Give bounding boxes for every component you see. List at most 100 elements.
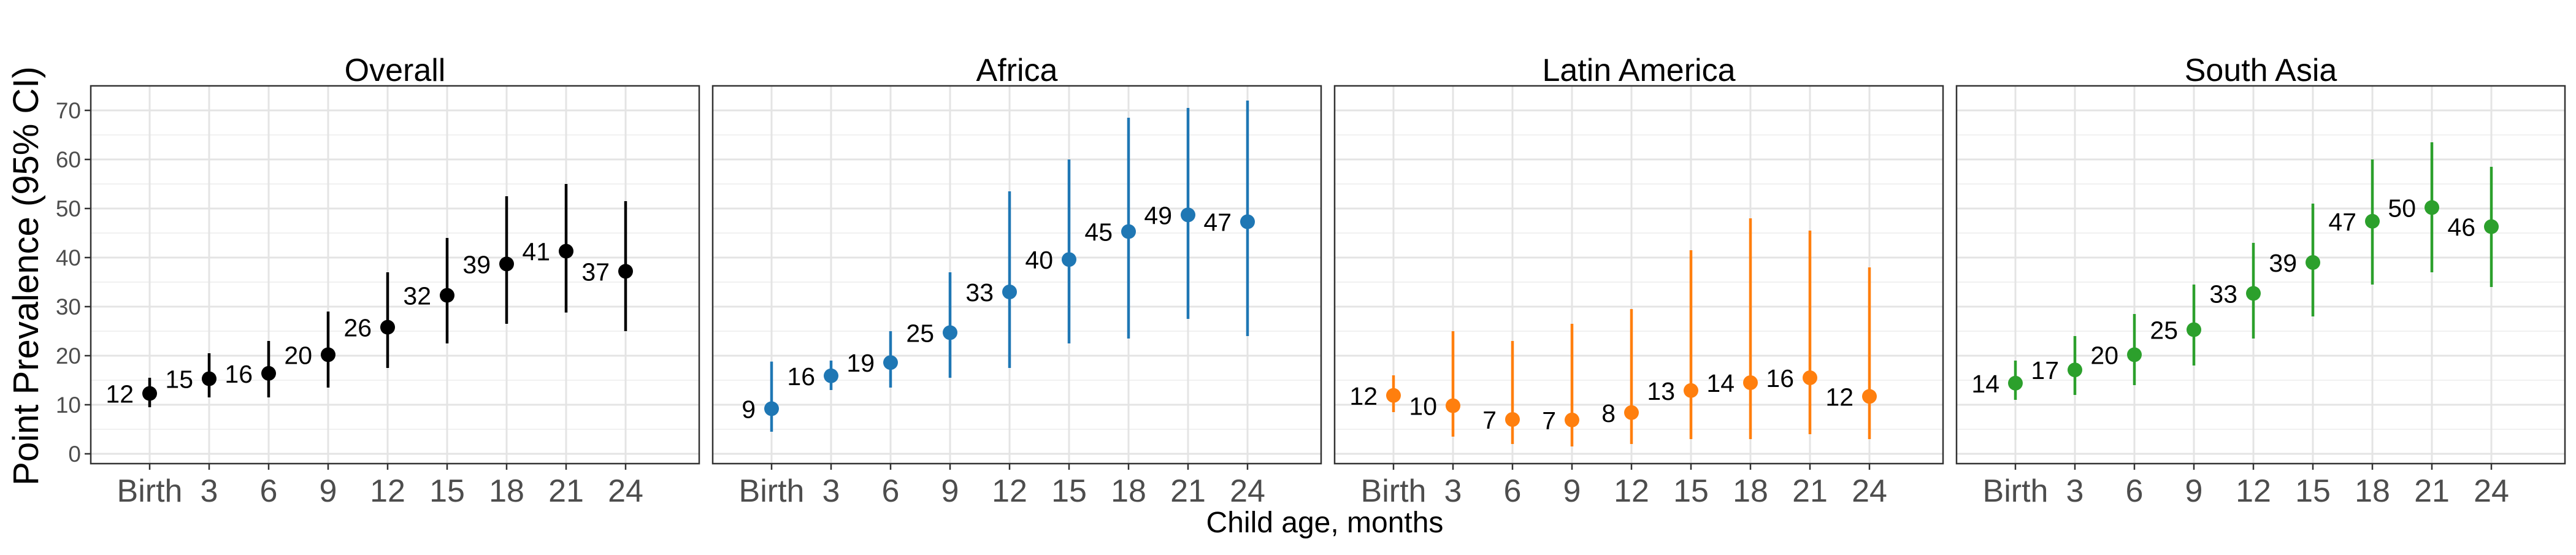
data-label: 19 xyxy=(846,349,875,377)
x-tick-label: 12 xyxy=(992,473,1027,509)
data-point xyxy=(1121,224,1136,239)
data-point xyxy=(1446,398,1460,413)
panel-background xyxy=(91,86,699,464)
data-label: 10 xyxy=(1409,392,1437,421)
x-tick-label: 18 xyxy=(489,473,524,509)
data-label: 20 xyxy=(2090,341,2118,369)
x-tick-label: 21 xyxy=(548,473,584,509)
data-point xyxy=(824,368,838,383)
data-point xyxy=(2187,322,2201,337)
data-point xyxy=(380,320,395,335)
data-point xyxy=(1181,207,1195,223)
x-tick-label: 6 xyxy=(882,473,900,509)
x-axis-title: Child age, months xyxy=(1206,507,1444,539)
panel-south-asia: South Asia Birth 3 6 9 12 15 18 21 24 14 17 20 25 33 39… xyxy=(1955,53,2566,509)
data-label: 45 xyxy=(1084,218,1113,247)
y-tick-label: 50 xyxy=(56,196,81,221)
data-point xyxy=(1862,389,1877,404)
y-tick-label: 20 xyxy=(56,343,81,369)
panel-background xyxy=(1335,86,1943,464)
data-label: 47 xyxy=(1203,209,1232,237)
x-tick-label: 9 xyxy=(941,473,959,509)
panel-title: Latin America xyxy=(1542,53,1735,88)
y-tick-label: 60 xyxy=(56,147,81,172)
data-point xyxy=(2246,286,2261,301)
data-point xyxy=(943,325,957,340)
y-tick-label: 10 xyxy=(56,392,81,418)
data-point xyxy=(764,401,779,416)
data-label: 13 xyxy=(1647,377,1675,405)
data-label: 20 xyxy=(284,341,312,369)
x-tick-label: 15 xyxy=(429,473,465,509)
panel-border xyxy=(1955,85,2566,465)
data-label: 37 xyxy=(581,258,610,286)
panel-border xyxy=(90,85,700,465)
x-tick-label: 6 xyxy=(2126,473,2144,509)
data-label: 33 xyxy=(965,278,994,307)
x-tick-label: 9 xyxy=(1563,473,1581,509)
data-point xyxy=(440,288,454,303)
x-tick-label: 3 xyxy=(2066,473,2084,509)
y-tick-label: 30 xyxy=(56,294,81,320)
panel-title: Africa xyxy=(976,53,1058,88)
x-tick-label: 21 xyxy=(2414,473,2450,509)
panel-title: Overall xyxy=(345,53,446,88)
data-point xyxy=(618,264,633,279)
x-tick-label: 3 xyxy=(201,473,218,509)
x-tick-label: 6 xyxy=(260,473,278,509)
data-point xyxy=(1062,252,1076,267)
data-point xyxy=(321,347,335,362)
panel-title: South Asia xyxy=(2185,53,2337,88)
y-axis-title: Point Prevalence (95% CI) xyxy=(6,66,46,485)
data-label: 39 xyxy=(2269,249,2297,277)
data-point xyxy=(2127,347,2142,362)
data-label: 16 xyxy=(224,360,253,388)
x-tick-label: Birth xyxy=(1361,473,1427,509)
panel-latin-america: Latin America Birth 3 6 9 12 15 18 21 24 12 10 7 7 8 13… xyxy=(1333,53,1944,509)
x-tick-label: 9 xyxy=(320,473,337,509)
data-label: 16 xyxy=(1766,364,1794,392)
x-tick-label: 18 xyxy=(2355,473,2390,509)
data-point xyxy=(202,371,217,386)
data-point xyxy=(2365,213,2380,229)
data-label: 12 xyxy=(1825,383,1853,411)
x-tick-label: 24 xyxy=(2474,473,2509,509)
data-label: 47 xyxy=(2328,208,2356,236)
data-label: 7 xyxy=(1482,406,1497,434)
data-label: 32 xyxy=(403,282,431,310)
panel-overall: Overall 0 10 20 30 40 50 60 70 Birth 3 6 9 12 15 18 21 24… xyxy=(56,53,700,509)
data-label: 26 xyxy=(343,314,372,342)
x-tick-label: 24 xyxy=(1230,473,1265,509)
data-point xyxy=(2306,255,2320,270)
data-label: 25 xyxy=(906,319,934,347)
data-point xyxy=(1624,405,1639,420)
data-point xyxy=(559,243,573,259)
panel-border xyxy=(1333,85,1944,465)
data-label: 33 xyxy=(2209,280,2237,308)
x-tick-label: 15 xyxy=(1051,473,1087,509)
data-point xyxy=(2068,362,2082,378)
data-point xyxy=(142,386,157,401)
data-label: 9 xyxy=(742,395,756,423)
data-label: 40 xyxy=(1025,246,1053,274)
x-tick-label: 3 xyxy=(822,473,840,509)
x-tick-label: 21 xyxy=(1792,473,1828,509)
x-tick-label: 12 xyxy=(370,473,405,509)
data-label: 7 xyxy=(1542,407,1556,435)
x-tick-label: 21 xyxy=(1170,473,1206,509)
x-tick-label: 12 xyxy=(2236,473,2271,509)
panel-background xyxy=(713,86,1321,464)
data-point xyxy=(1386,388,1401,403)
y-tick-label: 70 xyxy=(56,98,81,123)
data-label: 14 xyxy=(1971,370,1999,398)
x-tick-label: 12 xyxy=(1614,473,1649,509)
data-point xyxy=(2425,200,2439,215)
x-tick-label: Birth xyxy=(739,473,805,509)
x-tick-label: Birth xyxy=(117,473,183,509)
data-label: 15 xyxy=(165,366,193,394)
data-label: 49 xyxy=(1144,201,1172,229)
data-label: 25 xyxy=(2150,316,2178,345)
panel-border xyxy=(711,85,1322,465)
